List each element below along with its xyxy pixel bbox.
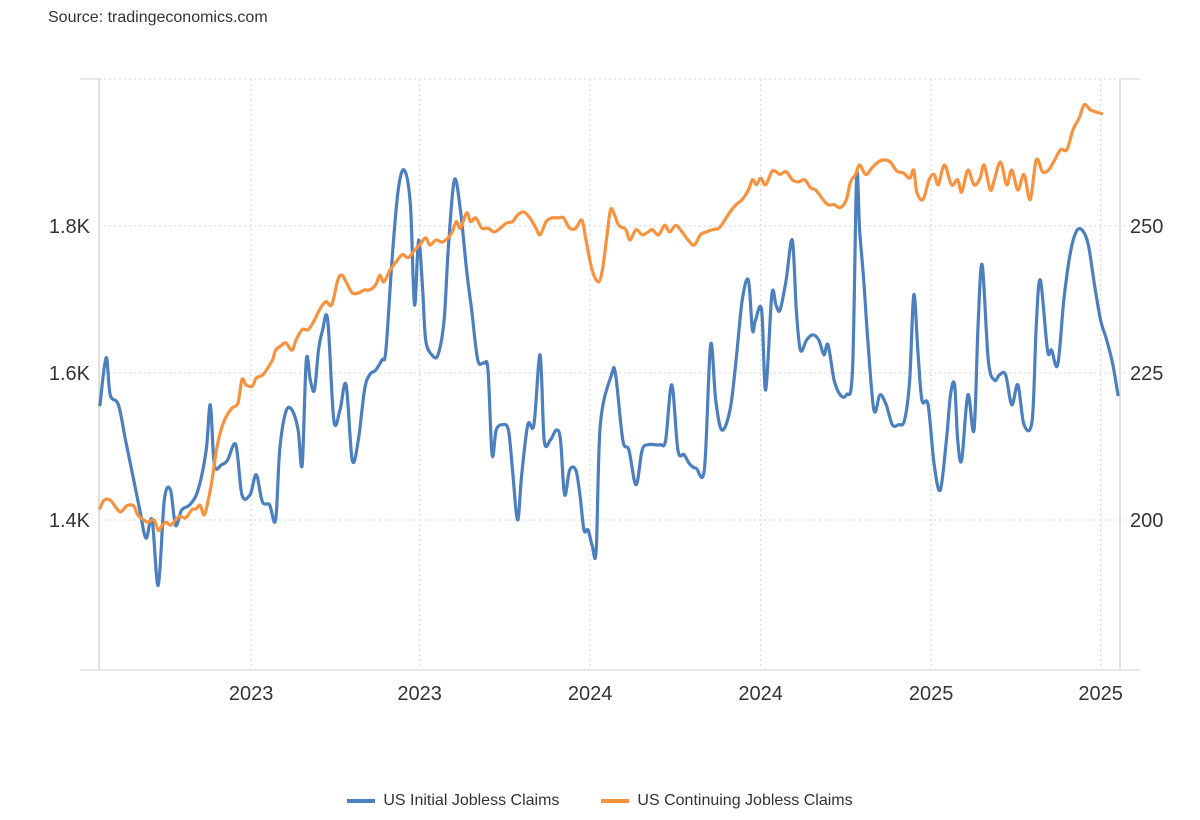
legend-label-continuing: US Continuing Jobless Claims — [637, 792, 853, 809]
legend: US Initial Jobless Claims US Continuing … — [0, 792, 1200, 810]
tick-labels-layer: 1.4K 1.6K 1.8K 200 225 250 2023 2023 2024 2024 202… — [49, 216, 1164, 705]
series-layer — [98, 102, 1120, 587]
x-tick-label: 2023 — [229, 683, 274, 705]
y-left-tick-label: 1.4K — [49, 510, 91, 532]
y-right-tick-label: 250 — [1130, 216, 1163, 238]
y-right-tick-label: 200 — [1130, 510, 1163, 532]
series-line-continuing-claims — [98, 102, 1104, 532]
series-line-initial-claims — [98, 168, 1120, 587]
legend-swatch-continuing — [601, 799, 630, 803]
legend-label-initial: US Initial Jobless Claims — [383, 792, 560, 809]
y-left-tick-label: 1.8K — [49, 216, 91, 238]
source-label: Source: tradingeconomics.com — [48, 9, 268, 26]
y-left-tick-label: 1.6K — [49, 363, 91, 385]
x-tick-label: 2025 — [1078, 683, 1123, 705]
legend-swatch-initial — [347, 799, 376, 803]
x-tick-label: 2023 — [397, 683, 442, 705]
x-tick-label: 2024 — [568, 683, 613, 705]
legend-item-initial-claims[interactable]: US Initial Jobless Claims — [347, 792, 559, 810]
legend-item-continuing-claims[interactable]: US Continuing Jobless Claims — [601, 792, 853, 810]
y-right-tick-label: 225 — [1130, 363, 1163, 385]
x-tick-label: 2024 — [738, 683, 783, 705]
x-tick-label: 2025 — [909, 683, 954, 705]
axes-layer — [80, 78, 1140, 671]
grid-layer — [99, 78, 1138, 670]
